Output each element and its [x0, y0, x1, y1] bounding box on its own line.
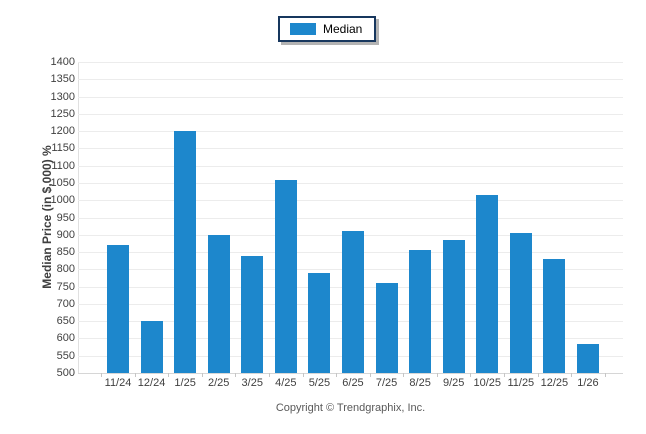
bar-12-24 — [140, 321, 163, 373]
gridline — [78, 182, 623, 184]
x-axis-tick-label: 1/26 — [577, 377, 599, 389]
y-axis-tick-label: 1400 — [50, 56, 75, 68]
y-axis-tick-label: 650 — [56, 315, 75, 328]
x-axis-tick — [436, 373, 438, 377]
y-axis-tick-label: 750 — [56, 280, 75, 293]
bar-1-25 — [174, 131, 197, 373]
x-axis-tick-label: 11/24 — [104, 377, 132, 389]
y-axis-tick-label: 1350 — [50, 73, 75, 86]
x-axis-tick-label: 9/25 — [442, 377, 465, 389]
gridline — [78, 217, 623, 219]
x-axis-tick — [201, 373, 203, 377]
bar-9-25 — [442, 239, 465, 373]
bar-3-25 — [241, 255, 264, 373]
x-axis-tick — [403, 373, 405, 377]
gridline — [78, 79, 623, 81]
y-axis-tick-label: 1050 — [50, 176, 75, 189]
bar-11-25 — [509, 233, 532, 373]
legend: Median — [278, 16, 377, 42]
x-axis-tick — [269, 373, 271, 377]
bar-4-25 — [274, 179, 297, 373]
bar-12-25 — [543, 258, 566, 373]
y-axis-tick-label: 1250 — [50, 107, 75, 120]
plot-area — [78, 62, 623, 374]
x-axis-tick — [302, 373, 304, 377]
x-axis-tick-label: 11/25 — [507, 377, 535, 389]
gridline — [78, 131, 623, 133]
x-axis-tick — [504, 373, 506, 377]
gridline — [78, 200, 623, 202]
x-axis-tick-label: 6/25 — [342, 377, 364, 389]
bar-10-25 — [476, 195, 499, 373]
copyright-text: Copyright © Trendgraphix, Inc. — [275, 402, 426, 414]
y-axis-tick-label: 550 — [56, 349, 75, 362]
x-axis-tick-label: 1/25 — [174, 377, 196, 389]
y-axis-tick-label: 1150 — [51, 142, 75, 155]
x-axis-tick-label: 3/25 — [241, 377, 263, 389]
bar-11-24 — [107, 245, 129, 373]
x-axis-tick — [168, 373, 170, 377]
y-axis-tick-label: 1200 — [50, 125, 75, 138]
gridline — [78, 113, 623, 115]
y-axis-tick-label: 900 — [56, 228, 75, 241]
y-axis-tick-label: 800 — [56, 263, 75, 276]
bar-2-25 — [207, 234, 230, 373]
x-axis-tick — [537, 373, 539, 377]
bar-7-25 — [375, 283, 398, 373]
x-axis-tick-label: 4/25 — [275, 377, 297, 389]
bar-5-25 — [308, 272, 331, 373]
bar-1-26 — [576, 343, 599, 373]
x-axis-tick — [134, 373, 136, 377]
y-axis-tick-label: 700 — [56, 297, 75, 310]
x-axis-tick-label: 5/25 — [308, 377, 331, 389]
y-axis-tick-label: 1100 — [51, 159, 75, 172]
bar-8-25 — [409, 250, 432, 373]
y-axis-tick-label: 950 — [56, 211, 75, 224]
x-axis-tick-label: 12/25 — [540, 377, 569, 389]
gridline — [78, 96, 623, 98]
bar-6-25 — [341, 231, 364, 373]
y-axis-tick-label: 500 — [56, 367, 75, 379]
x-axis-tick — [235, 373, 237, 377]
gridline — [78, 165, 623, 167]
x-axis-tick-label: 12/24 — [137, 377, 166, 389]
x-axis-tick — [101, 373, 103, 377]
gridline — [78, 62, 623, 63]
x-axis-tick — [369, 373, 371, 377]
legend-swatch-median — [290, 23, 316, 35]
x-axis-tick-label: 8/25 — [409, 377, 431, 389]
x-axis-tick-label: 7/25 — [375, 377, 398, 389]
x-axis-tick-label: 10/25 — [473, 377, 502, 389]
x-axis-tick-label: 2/25 — [207, 377, 230, 389]
x-axis-tick — [470, 373, 472, 377]
y-axis-tick-label: 1300 — [50, 90, 75, 103]
legend-label-median: Median — [323, 22, 363, 36]
y-axis-tick-label: 1000 — [50, 194, 75, 207]
x-axis-tick — [571, 373, 573, 377]
gridline — [78, 148, 623, 150]
x-axis-tick — [336, 373, 338, 377]
x-axis-tick — [604, 373, 606, 377]
x-axis-line — [78, 373, 623, 374]
y-axis-tick-label: 850 — [56, 246, 75, 259]
y-axis-tick-label: 600 — [56, 332, 75, 345]
